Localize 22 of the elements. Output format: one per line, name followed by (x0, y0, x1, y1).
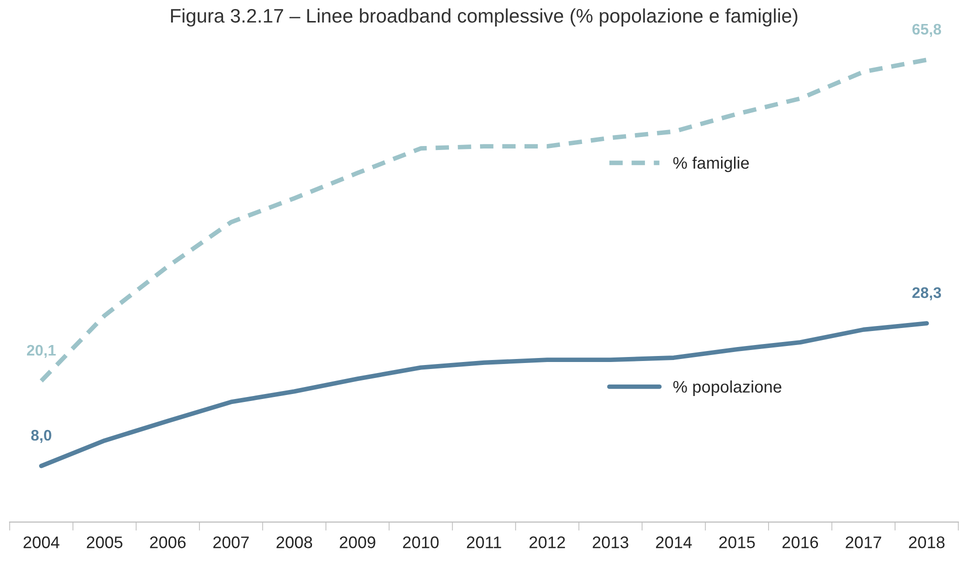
x-tick-label: 2006 (150, 536, 186, 548)
data-label: 28,3 (912, 287, 942, 300)
x-tick-label: 2004 (24, 536, 60, 548)
data-label: 65,8 (912, 24, 942, 37)
x-tick-label: 2012 (530, 536, 565, 548)
x-tick-label: 2018 (909, 536, 945, 548)
data-label: 20,1 (26, 344, 56, 358)
x-tick-label: 2011 (466, 536, 502, 548)
legend-label: % popolazione (673, 380, 782, 396)
x-tick-label: 2008 (276, 536, 312, 548)
x-tick-label: 2007 (213, 536, 249, 548)
legend-label: % famiglie (673, 156, 749, 172)
x-tick-label: 2017 (846, 536, 882, 548)
data-label: 8,0 (31, 430, 52, 443)
x-tick-label: 2005 (86, 536, 122, 548)
x-tick-label: 2010 (403, 536, 439, 548)
x-tick-label: 2009 (340, 536, 376, 548)
chart-title: Figura 3.2.17 – Linee broadband complessive (% popolazione e famiglie) (171, 8, 798, 27)
x-tick-label: 2014 (656, 536, 692, 548)
x-tick-label: 2016 (782, 536, 818, 548)
x-tick-label: 2015 (719, 536, 755, 548)
x-tick-label: 2013 (592, 536, 628, 548)
